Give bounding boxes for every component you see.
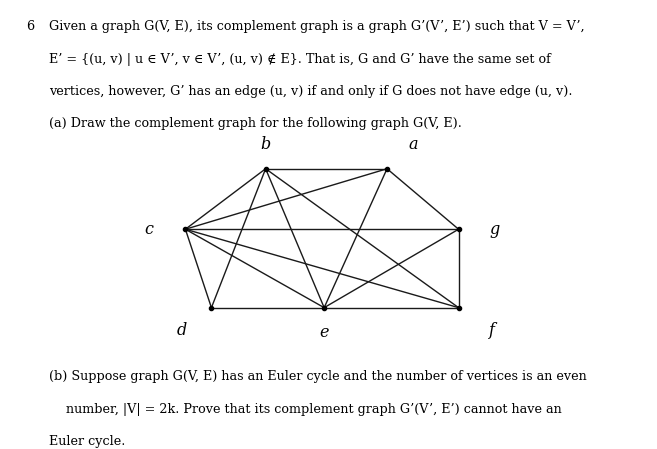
Text: f: f [489, 321, 494, 339]
Text: vertices, however, G’ has an edge (u, v) if and only if G does not have edge (u,: vertices, however, G’ has an edge (u, v)… [49, 85, 573, 98]
Text: a: a [409, 136, 418, 153]
Text: Euler cycle.: Euler cycle. [49, 435, 125, 448]
Text: d: d [177, 321, 187, 339]
Text: c: c [145, 221, 154, 238]
Text: E’ = {(u, v) | u ∈ V’, v ∈ V’, (u, v) ∉ E}. That is, G and G’ have the same set : E’ = {(u, v) | u ∈ V’, v ∈ V’, (u, v) ∉ … [49, 53, 551, 66]
Text: (b) Suppose graph G(V, E) has an Euler cycle and the number of vertices is an ev: (b) Suppose graph G(V, E) has an Euler c… [49, 370, 587, 383]
Text: (a) Draw the complement graph for the following graph G(V, E).: (a) Draw the complement graph for the fo… [49, 117, 462, 130]
Text: 6: 6 [26, 20, 34, 33]
Text: e: e [319, 324, 329, 341]
Text: g: g [489, 221, 500, 238]
Text: b: b [260, 136, 271, 153]
Text: Given a graph G(V, E), its complement graph is a graph G’(V’, E’) such that V = : Given a graph G(V, E), its complement gr… [49, 20, 585, 33]
Text: number, |V| = 2k. Prove that its complement graph G’(V’, E’) cannot have an: number, |V| = 2k. Prove that its complem… [66, 403, 562, 416]
